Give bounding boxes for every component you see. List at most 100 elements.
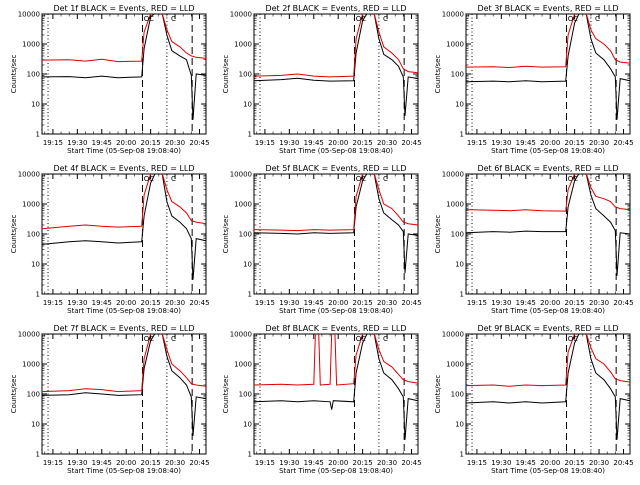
x-tick-label: 20:30 bbox=[165, 459, 185, 467]
x-tick-label: 20:00 bbox=[116, 139, 136, 147]
x-axis-label: Start Time (05-Sep-08 19:08:40) bbox=[279, 467, 393, 475]
marker-symbol: C bbox=[383, 15, 388, 23]
x-tick-label: 19:30 bbox=[67, 139, 87, 147]
y-tick-label: 1000 bbox=[446, 201, 464, 209]
y-tick-label: 10000 bbox=[18, 11, 40, 19]
x-tick-label: 20:00 bbox=[540, 139, 560, 147]
y-axis-label: Counts/sec bbox=[222, 215, 230, 254]
y-tick-label: 10000 bbox=[442, 171, 464, 179]
marker-symbol: O bbox=[568, 15, 574, 23]
lld-series-line bbox=[466, 14, 630, 69]
events-series-line bbox=[466, 174, 630, 276]
y-tick-label: 10 bbox=[31, 421, 40, 429]
x-tick-label: 20:00 bbox=[116, 459, 136, 467]
x-tick-label: 20:15 bbox=[353, 299, 373, 307]
x-axis-label: Start Time (05-Sep-08 19:08:40) bbox=[491, 467, 605, 475]
marker-symbol: O bbox=[356, 335, 362, 343]
x-tick-label: 20:15 bbox=[565, 139, 585, 147]
y-tick-label: 1 bbox=[460, 131, 464, 139]
y-tick-label: 100 bbox=[239, 231, 252, 239]
x-tick-label: 20:45 bbox=[401, 459, 421, 467]
panel-6: Det 6f BLACK = Events, RED = LLD 1 10 100 10… bbox=[434, 164, 634, 315]
x-axis-label: Start Time (05-Sep-08 19:08:40) bbox=[67, 147, 181, 155]
panel-7: Det 7f BLACK = Events, RED = LLD 1 10 100 10… bbox=[10, 324, 210, 475]
marker-symbol: O bbox=[356, 175, 362, 183]
plot-frame bbox=[41, 333, 207, 455]
x-tick-label: 19:15 bbox=[255, 299, 275, 307]
x-tick-label: 19:15 bbox=[255, 459, 275, 467]
x-tick-label: 19:15 bbox=[43, 139, 63, 147]
marker-symbol: C bbox=[171, 335, 176, 343]
events-series-line bbox=[254, 174, 418, 274]
lld-series-line bbox=[254, 14, 418, 78]
x-tick-label: 19:45 bbox=[516, 299, 536, 307]
x-tick-label: 19:15 bbox=[467, 139, 487, 147]
y-tick-label: 10 bbox=[31, 261, 40, 269]
x-tick-label: 19:30 bbox=[491, 139, 511, 147]
x-tick-label: 20:45 bbox=[613, 459, 633, 467]
y-tick-label: 1 bbox=[248, 451, 252, 459]
y-tick-label: 1 bbox=[36, 131, 40, 139]
marker-symbol: C bbox=[573, 15, 578, 23]
y-axis-label: Counts/sec bbox=[10, 55, 18, 94]
x-tick-label: 20:45 bbox=[613, 299, 633, 307]
marker-symbol: C bbox=[595, 15, 600, 23]
panel-title: Det 6f BLACK = Events, RED = LLD bbox=[477, 164, 618, 173]
panel-title: Det 5f BLACK = Events, RED = LLD bbox=[265, 164, 406, 173]
lld-series-line bbox=[42, 14, 206, 63]
events-series-line bbox=[254, 14, 418, 116]
marker-symbol: C bbox=[171, 15, 176, 23]
y-tick-label: 100 bbox=[239, 391, 252, 399]
marker-symbol: O bbox=[568, 335, 574, 343]
y-axis-label: Counts/sec bbox=[434, 215, 442, 254]
marker-symbol: O bbox=[144, 335, 150, 343]
x-tick-label: 20:45 bbox=[401, 139, 421, 147]
y-axis-label: Counts/sec bbox=[10, 375, 18, 414]
y-tick-label: 100 bbox=[451, 391, 464, 399]
marker-symbol: O bbox=[144, 15, 150, 23]
marker-symbol: C bbox=[149, 335, 154, 343]
x-tick-label: 19:45 bbox=[304, 459, 324, 467]
x-tick-label: 20:15 bbox=[565, 459, 585, 467]
marker-symbol: C bbox=[149, 175, 154, 183]
panel-title: Det 9f BLACK = Events, RED = LLD bbox=[477, 324, 618, 333]
y-tick-label: 10000 bbox=[18, 171, 40, 179]
marker-symbol: O bbox=[356, 15, 362, 23]
x-tick-label: 19:15 bbox=[467, 459, 487, 467]
x-tick-label: 20:15 bbox=[353, 139, 373, 147]
plot-frame bbox=[253, 13, 419, 135]
y-tick-label: 10000 bbox=[442, 11, 464, 19]
y-tick-label: 1 bbox=[248, 131, 252, 139]
x-tick-label: 20:15 bbox=[141, 139, 161, 147]
x-tick-label: 20:15 bbox=[565, 299, 585, 307]
events-series-line bbox=[42, 14, 206, 120]
panel-title: Det 4f BLACK = Events, RED = LLD bbox=[53, 164, 194, 173]
marker-symbol: C bbox=[383, 175, 388, 183]
y-tick-label: 1 bbox=[248, 291, 252, 299]
y-tick-label: 10000 bbox=[18, 331, 40, 339]
y-tick-label: 10 bbox=[243, 421, 252, 429]
x-tick-label: 19:30 bbox=[491, 299, 511, 307]
x-tick-label: 20:45 bbox=[401, 299, 421, 307]
x-tick-label: 20:45 bbox=[613, 139, 633, 147]
marker-symbol: C bbox=[383, 335, 388, 343]
plot-frame bbox=[465, 173, 631, 295]
x-tick-label: 19:45 bbox=[304, 299, 324, 307]
x-tick-label: 20:00 bbox=[116, 299, 136, 307]
x-axis-label: Start Time (05-Sep-08 19:08:40) bbox=[491, 307, 605, 315]
marker-symbol: C bbox=[361, 175, 366, 183]
x-tick-label: 20:15 bbox=[141, 459, 161, 467]
events-series-line bbox=[466, 334, 630, 440]
y-tick-label: 100 bbox=[239, 71, 252, 79]
x-tick-label: 20:15 bbox=[353, 459, 373, 467]
x-tick-label: 19:45 bbox=[516, 459, 536, 467]
y-tick-label: 1000 bbox=[446, 361, 464, 369]
y-tick-label: 10000 bbox=[230, 171, 252, 179]
lld-series-line bbox=[42, 174, 206, 230]
x-tick-label: 19:30 bbox=[67, 299, 87, 307]
panel-title: Det 2f BLACK = Events, RED = LLD bbox=[265, 4, 406, 13]
panel-4: Det 4f BLACK = Events, RED = LLD 1 10 100 10… bbox=[10, 164, 210, 315]
y-tick-label: 1 bbox=[460, 291, 464, 299]
